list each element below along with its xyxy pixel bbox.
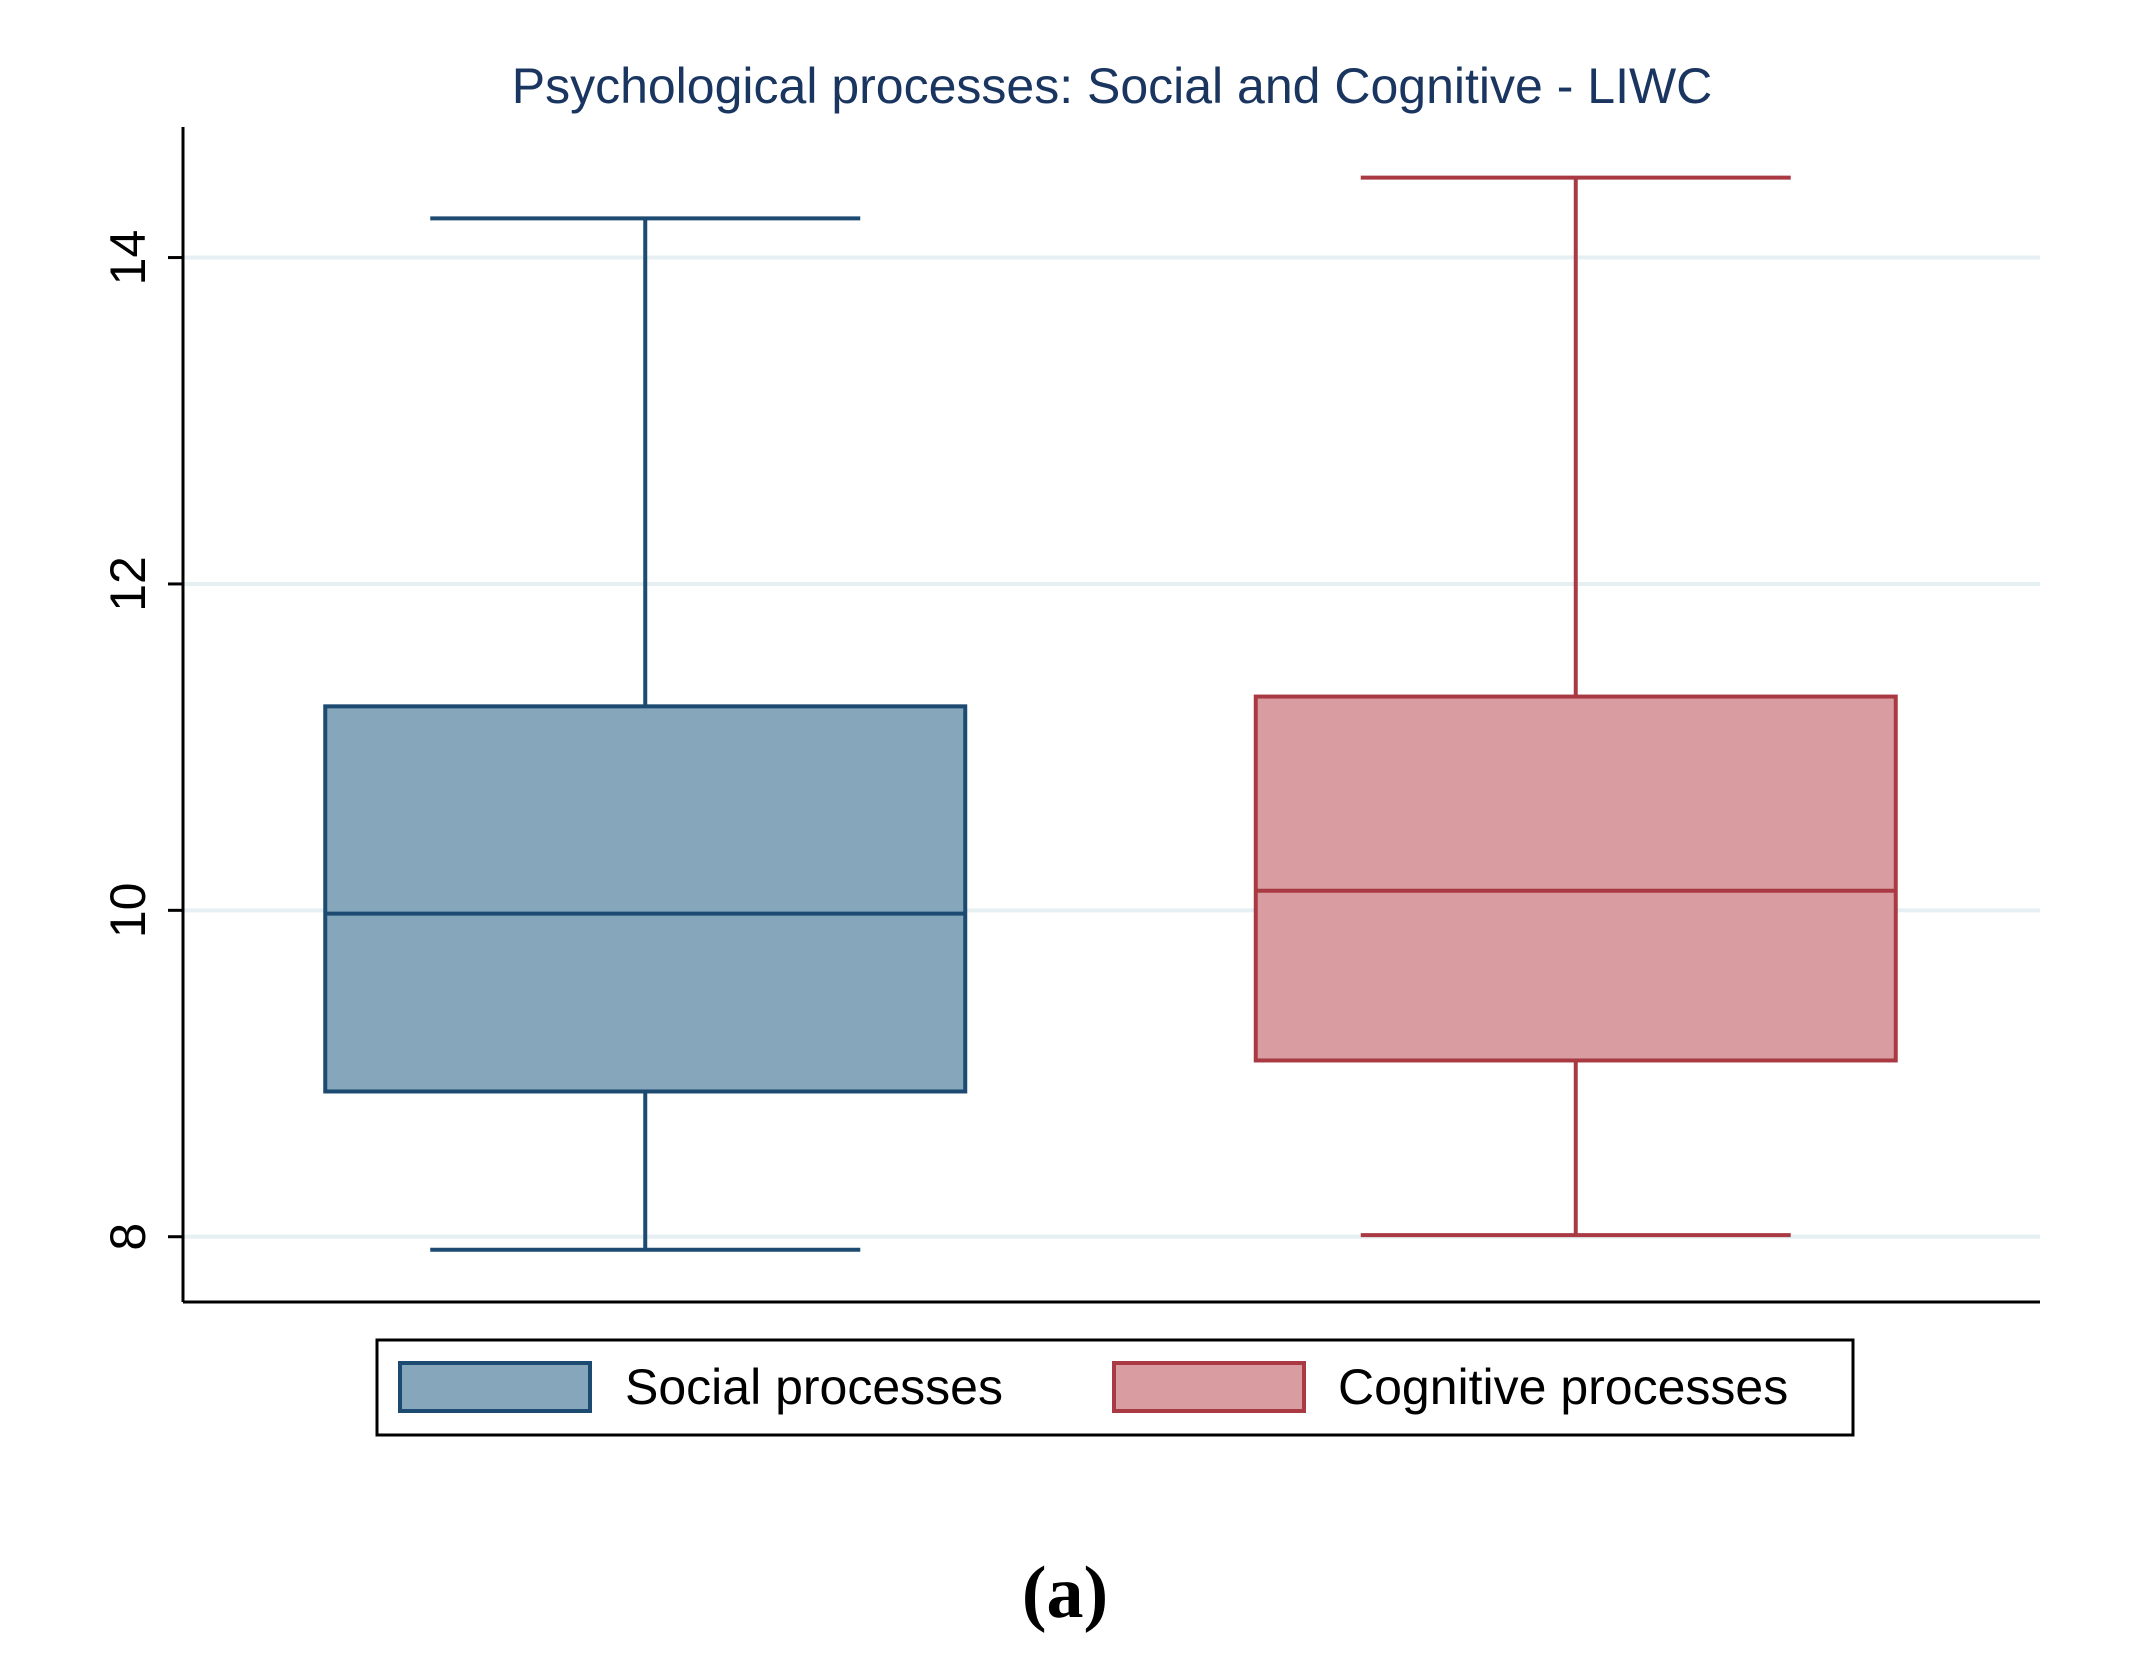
y-tick-label-12: 12	[100, 556, 156, 612]
box-plots	[323, 175, 1898, 1252]
iqr-box	[323, 704, 968, 1094]
legend-label-social: Social processes	[625, 1359, 1003, 1415]
chart-title: Psychological processes: Social and Cogn…	[512, 58, 1713, 114]
legend-label-cognitive: Cognitive processes	[1338, 1359, 1788, 1415]
legend-key-cognitive	[1112, 1361, 1306, 1413]
y-tick-label-10: 10	[100, 883, 156, 939]
y-tick-label-8: 8	[100, 1223, 156, 1251]
axes: 8 10 12 14	[100, 127, 2040, 1304]
box-social	[323, 216, 968, 1252]
legend: Social processes Cognitive processes	[375, 1338, 1855, 1437]
legend-key-social	[398, 1361, 592, 1413]
figure-caption: (a)	[1022, 1552, 1108, 1634]
iqr-box	[1253, 694, 1898, 1063]
y-tick-label-14: 14	[100, 230, 156, 286]
box-cognitive	[1253, 175, 1898, 1238]
